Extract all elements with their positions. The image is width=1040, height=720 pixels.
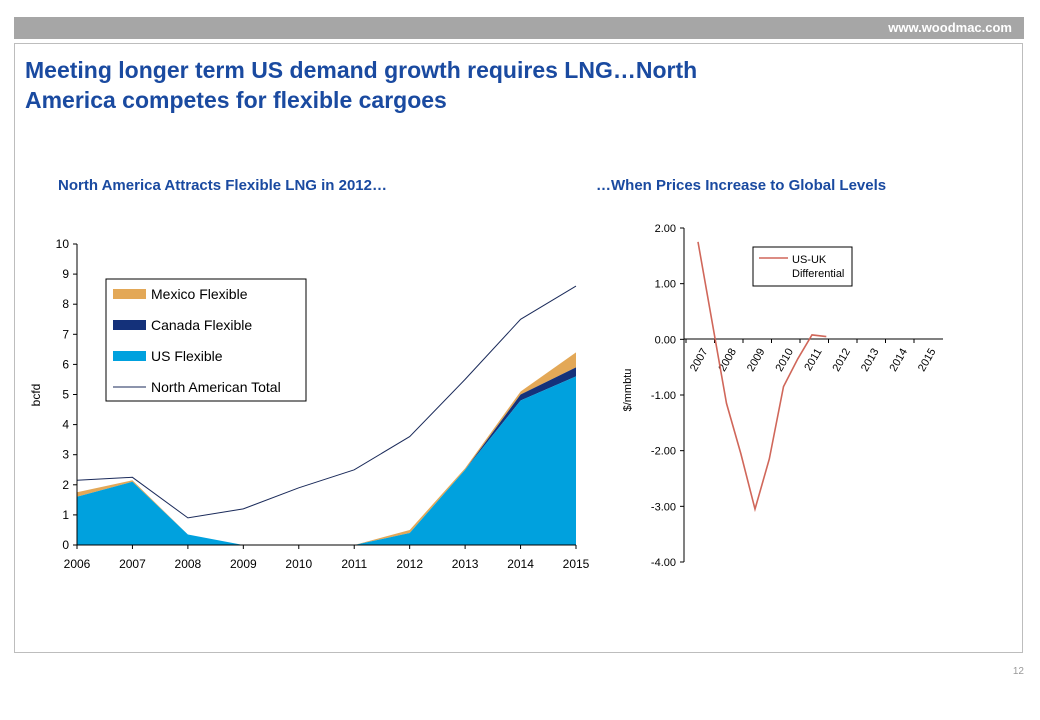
y-tick-label: 2 [62,478,69,492]
x-tick-label: 2011 [802,347,824,373]
legend-label: Canada Flexible [151,317,252,333]
y-tick-label: -4.00 [651,557,676,569]
y-tick-label: 1.00 [655,279,676,291]
y-tick-label: 0.00 [655,334,676,346]
legend-swatch [113,320,146,330]
y-tick-label: 8 [62,297,69,311]
y-tick-label: 4 [62,418,69,432]
x-tick-label: 2013 [859,347,882,374]
legend-box [752,246,853,287]
x-tick-label: 2014 [887,347,910,374]
x-tick-label: 2015 [563,557,590,571]
legend-label: US Flexible [151,348,223,364]
y-tick-label: 10 [56,237,70,251]
x-tick-label: 2015 [916,347,939,374]
top-bar: www.woodmac.com [14,17,1024,39]
y-tick-label: 1 [62,508,69,522]
y-tick-label: 3 [62,448,69,462]
x-tick-label: 2006 [64,557,91,571]
x-tick-label: 2007 [688,347,711,374]
y-tick-label: -3.00 [651,501,676,513]
x-tick-label: 2011 [341,557,367,571]
legend-label-line-2: Differential [792,268,844,280]
website-url[interactable]: www.woodmac.com [888,20,1012,35]
page-number: 12 [1012,666,1024,677]
x-tick-label: 2009 [230,557,257,571]
x-tick-label: 2008 [175,557,202,571]
x-tick-label: 2012 [830,347,853,374]
y-tick-label: -1.00 [651,390,676,402]
legend-swatch [113,351,146,361]
slide-title-line-1: Meeting longer term US demand growth req… [25,57,698,83]
x-tick-label: 2007 [119,557,146,571]
legend-label: US-UK Differential [792,254,844,280]
left-chart-title: North America Attracts Flexible LNG in 2… [58,177,387,194]
x-tick-label: 2014 [507,557,534,571]
y-tick-label: -2.00 [651,446,676,458]
legend-label: North American Total [151,379,281,395]
y-axis-label: $/mmbtu [622,369,634,412]
y-tick-label: 5 [62,388,69,402]
x-tick-label: 2012 [396,557,423,571]
y-axis-label: bcfd [29,384,43,407]
us-flexible-area [77,376,576,545]
x-tick-label: 2010 [285,557,312,571]
right-chart-title: …When Prices Increase to Global Levels [596,177,887,194]
y-tick-label: 2.00 [655,223,676,235]
content-frame [14,43,1023,653]
slide-title: Meeting longer term US demand growth req… [25,55,925,115]
slide-title-line-2: America competes for flexible cargoes [25,87,447,113]
y-tick-label: 0 [62,538,69,552]
legend-box [105,278,307,402]
y-tick-label: 6 [62,357,69,371]
north-american-total-line [76,285,577,519]
legend-swatch [113,289,146,299]
x-tick-label: 2013 [452,557,479,571]
us-uk-differential-line [697,241,827,513]
x-tick-label: 2009 [745,347,768,374]
legend-label-line-1: US-UK [792,254,827,266]
legend-label: Mexico Flexible [151,286,248,302]
y-tick-label: 7 [62,327,69,341]
y-tick-label: 9 [62,267,69,281]
